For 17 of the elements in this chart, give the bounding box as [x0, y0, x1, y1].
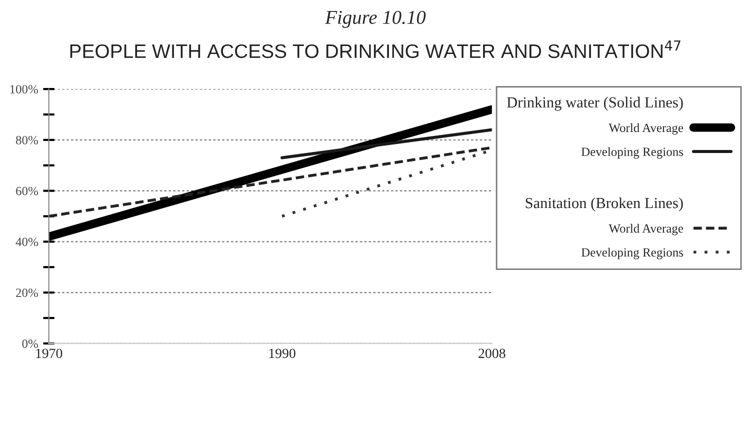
y-tick-label: 40%	[16, 238, 38, 246]
x-tick-label: 1970	[36, 348, 62, 358]
y-tick-label: 60%	[16, 186, 38, 196]
y-tick-label: 100%	[10, 85, 38, 94]
text: Drinking water (Solid Lines)	[507, 96, 683, 111]
y-tick-label: 20%	[16, 288, 38, 298]
legend-label: Developing Regions	[581, 248, 684, 260]
chart-subtitle: PEOPLE WITH ACCESS TO DRINKING WATER AND SANITATION$^{47}$	[70, 40, 680, 58]
legend-label: Developing Regions	[581, 147, 684, 159]
y-tick-label: 0%	[22, 339, 38, 348]
y-tick-label: 80%	[16, 136, 38, 144]
x-tick-label: 1990	[269, 348, 296, 358]
chart-title: Figure 10.10	[324, 10, 426, 28]
legend-label: World Average	[608, 123, 684, 135]
text: Sanitation (Broken Lines)	[526, 197, 683, 212]
legend-label: World Average	[608, 224, 684, 236]
x-tick-label: 2008	[478, 348, 506, 358]
